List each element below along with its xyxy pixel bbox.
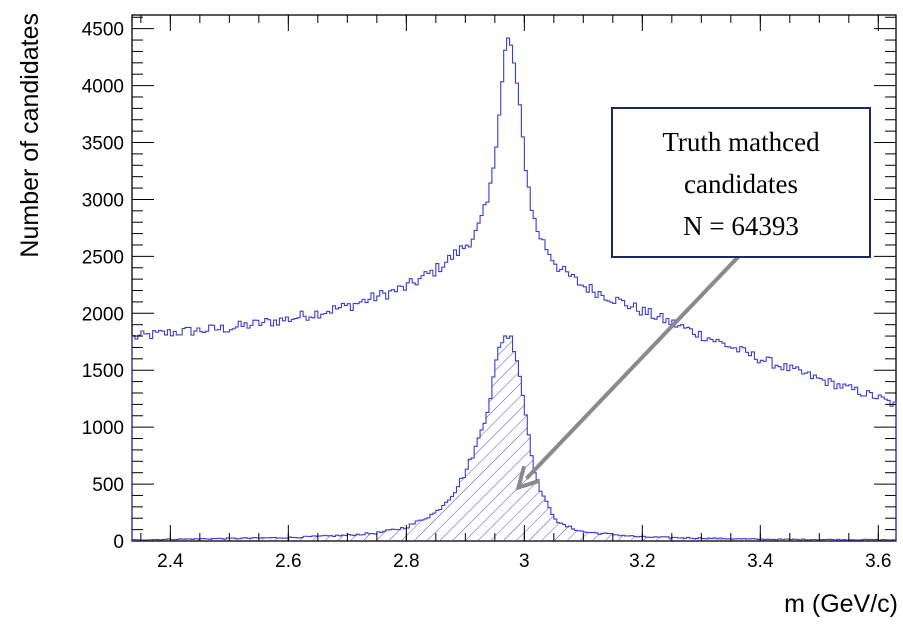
x-tick-label: 2.6 [275,551,301,572]
annotation-box [611,107,871,258]
x-tick-label: 3.2 [629,551,655,572]
y-tick-label: 0 [113,532,124,553]
annotation-line: N = 64393 [683,211,799,241]
x-tick-label: 3.4 [747,551,774,572]
x-axis-title: m (GeV/c) [784,590,898,618]
series-truth-fill [132,335,896,541]
annotation-line: Truth mathced [662,127,820,157]
y-tick-label: 3000 [82,190,124,211]
series-all-line [131,37,897,541]
y-axis-title: Number of candidates [16,13,44,258]
x-tick-label: 2.8 [393,551,419,572]
y-tick-label: 4000 [82,77,124,98]
y-tick-label: 2500 [82,247,124,268]
x-tick-label: 3 [519,551,530,572]
annotation-arrow [524,253,742,480]
y-tick-label: 4500 [82,20,124,41]
y-tick-label: 2000 [82,304,124,325]
y-tick-label: 1000 [82,418,124,439]
x-tick-label: 3.6 [865,551,891,572]
annotation-arrowhead [515,465,540,491]
y-tick-label: 500 [92,475,124,496]
y-tick-label: 3500 [82,134,124,155]
annotation-line: candidates [684,169,798,199]
y-tick-label: 1500 [82,361,124,382]
x-tick-label: 2.4 [157,551,184,572]
